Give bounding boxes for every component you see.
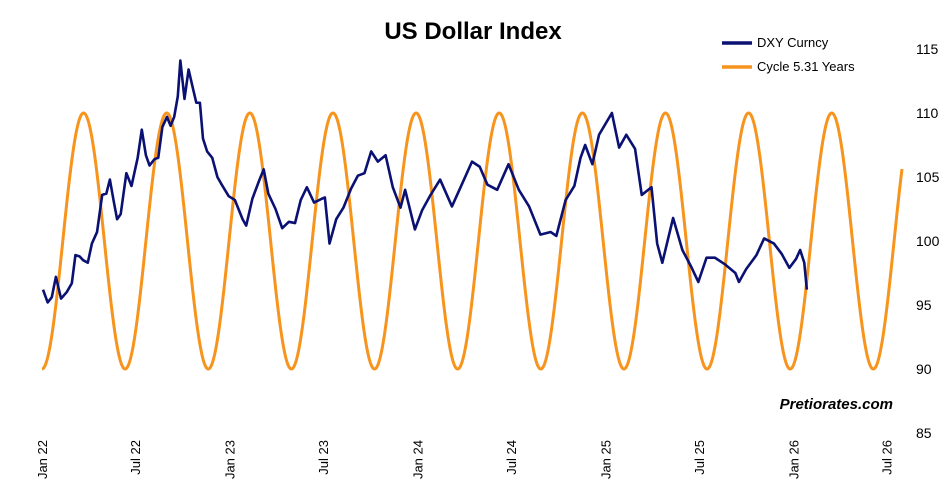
y-tick-label: 110 (916, 105, 939, 121)
y-tick-label: 85 (916, 425, 932, 441)
x-tick-label: Jan 26 (786, 440, 801, 479)
y-tick-label: 100 (916, 233, 940, 249)
y-tick-label: 95 (916, 297, 932, 313)
watermark: Pretiorates.com (780, 396, 893, 413)
y-tick-label: 115 (916, 41, 939, 57)
y-axis: 85 90 95 100 105 110 115 (916, 41, 940, 441)
legend-label-dxy: DXY Curncy (757, 35, 829, 50)
x-tick-label: Jul 23 (316, 440, 331, 475)
x-tick-label: Jul 26 (880, 440, 895, 475)
cycle-series-line (41, 111, 904, 371)
x-tick-label: Jan 25 (599, 440, 614, 479)
legend: DXY Curncy Cycle 5.31 Years (722, 35, 855, 74)
plot-area (41, 59, 904, 371)
x-tick-label: Jan 22 (35, 440, 50, 479)
chart-title: US Dollar Index (384, 18, 562, 45)
x-tick-label: Jan 23 (223, 440, 238, 479)
chart-title-group: US Dollar Index (384, 18, 562, 45)
x-axis: Jan 22 Jul 22 Jan 23 Jul 23 Jan 24 Jul 24 Jan … (35, 440, 895, 479)
x-tick-label: Jan 24 (410, 440, 425, 479)
x-tick-label: Jul 24 (504, 440, 519, 475)
x-tick-label: Jul 22 (128, 440, 143, 475)
legend-label-cycle: Cycle 5.31 Years (757, 59, 855, 74)
y-tick-label: 90 (916, 361, 932, 377)
x-tick-label: Jul 25 (692, 440, 707, 475)
dxy-series-line (41, 59, 809, 304)
y-tick-label: 105 (916, 169, 940, 185)
